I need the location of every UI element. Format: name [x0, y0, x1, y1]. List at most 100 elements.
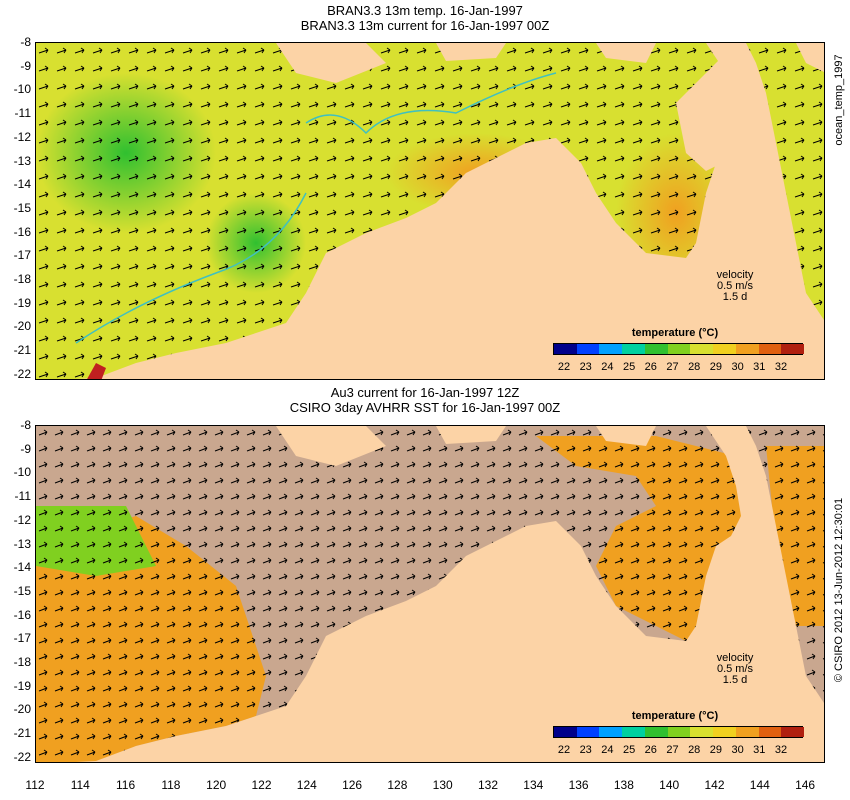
x-tick-label: 122	[251, 778, 272, 792]
colorbar-tick-label: 28	[688, 361, 701, 373]
y-tick-label: -18	[13, 272, 31, 286]
australia-landmass	[76, 43, 824, 379]
new-guinea-coast	[596, 43, 656, 63]
velocity-time: 1.5 d	[722, 291, 748, 303]
y-tick-label: -11	[14, 489, 31, 504]
colorbar-tick-label: 24	[601, 361, 614, 373]
australia-landmass-2	[76, 426, 824, 762]
colorbar-tick-label: 30	[731, 744, 744, 756]
panel-2-title: Au3 current for 16-Jan-1997 12Z	[330, 385, 520, 400]
colorbar-segment	[713, 344, 737, 354]
x-tick-label: 126	[342, 778, 363, 792]
y-tick-label: -9	[20, 58, 31, 73]
map-panel-bran	[35, 42, 825, 380]
y-tick-label: -12	[13, 512, 31, 527]
colorbar-title-1: temperature (°C)	[631, 327, 719, 339]
velocity-scale: 0.5 m/s	[716, 280, 754, 292]
x-tick-label: 112	[25, 778, 45, 792]
x-tick-label: 128	[387, 778, 408, 792]
colorbar-segment	[644, 344, 669, 354]
y-tick-label: -22	[13, 749, 31, 764]
cape-york-area	[676, 43, 751, 171]
colorbar-segment	[644, 727, 669, 737]
colorbar-segment	[758, 344, 782, 354]
x-tick-label: 120	[206, 778, 227, 792]
colorbar-1	[553, 343, 805, 355]
island-north-2	[436, 426, 506, 444]
x-tick-label: 138	[613, 778, 634, 792]
colorbar-tick-label: 28	[688, 744, 701, 756]
y-tick-label: -21	[13, 726, 31, 741]
timor-island-2	[276, 426, 386, 466]
colorbar-tick-label: 25	[622, 744, 636, 756]
colorbar-segment	[599, 344, 623, 354]
colorbar-segment	[781, 727, 805, 737]
colorbar-tick-label: 29	[709, 361, 723, 373]
colorbar-tick-label: 22	[557, 744, 571, 756]
timor-island	[276, 43, 386, 83]
y-tick-label: -17	[13, 248, 31, 263]
y-tick-label: -15	[13, 200, 31, 215]
colorbar-segment	[758, 727, 782, 737]
y-tick-label: -13	[13, 536, 31, 551]
x-tick-label: 140	[659, 778, 680, 792]
y-tick-label: -14	[13, 560, 31, 575]
y-tick-label: -16	[13, 224, 31, 239]
colorbar-segment	[735, 344, 760, 354]
colorbar-tick-label: 30	[731, 361, 744, 373]
map-canvas-sst	[36, 426, 824, 762]
x-tick-label: 136	[568, 778, 589, 792]
new-guinea-coast-2	[596, 426, 656, 446]
y-tick-label: -17	[13, 631, 31, 646]
y-tick-label: -8	[20, 418, 31, 432]
colorbar-segment	[667, 727, 691, 737]
y-tick-label: -13	[13, 153, 31, 168]
colorbar-title-2: temperature (°C)	[631, 710, 719, 722]
velocity-scale-2: 0.5 m/s	[716, 663, 754, 675]
y-tick-label: -20	[13, 702, 31, 717]
panel-1-title: BRAN3.3 13m temp. 16-Jan-1997	[327, 3, 523, 18]
y-tick-label: -9	[20, 441, 31, 456]
x-tick-label: 142	[704, 778, 725, 792]
velocity-time-2: 1.5 d	[722, 674, 748, 686]
colorbar-segment	[599, 727, 623, 737]
velocity-label-2: velocity	[716, 652, 754, 664]
colorbar-segment	[690, 727, 714, 737]
colorbar-tick-label: 27	[666, 744, 679, 756]
y-tick-label: -10	[13, 465, 31, 480]
side-label-copyright: © CSIRO 2012 13-Jun-2012 12:30:01	[833, 497, 845, 683]
side-label-top: ocean_temp_1997	[833, 54, 845, 146]
y-tick-label: -22	[13, 366, 31, 381]
x-tick-label: 146	[795, 778, 816, 792]
colorbar-tick-label: 31	[753, 361, 766, 373]
colorbar-tick-label: 25	[622, 361, 636, 373]
y-tick-label: -12	[13, 129, 31, 144]
y-tick-label: -19	[13, 678, 31, 693]
colorbar-tick-label: 32	[774, 361, 788, 373]
velocity-label: velocity	[716, 269, 754, 281]
colorbar-tick-label: 27	[666, 361, 679, 373]
colorbar-2	[553, 726, 805, 738]
panel-1-subtitle: BRAN3.3 13m current for 16-Jan-1997 00Z	[300, 18, 550, 33]
y-tick-label: -11	[14, 106, 31, 121]
x-tick-label: 134	[523, 778, 544, 792]
colorbar-segment	[690, 344, 714, 354]
x-tick-label: 116	[116, 778, 136, 792]
y-tick-label: -10	[13, 82, 31, 97]
colorbar-segment	[735, 727, 760, 737]
colorbar-segment	[667, 344, 691, 354]
colorbar-tick-label: 32	[774, 744, 788, 756]
x-tick-label: 114	[70, 778, 90, 792]
map-canvas-bran	[36, 43, 824, 379]
panel-2-subtitle: CSIRO 3day AVHRR SST for 16-Jan-1997 00Z	[289, 400, 561, 415]
x-tick-label: 132	[477, 778, 499, 792]
x-tick-label: 124	[296, 778, 317, 792]
y-tick-label: -20	[13, 319, 31, 334]
x-tick-label: 118	[161, 778, 181, 792]
colorbar-segment	[622, 344, 646, 354]
colorbar-segment	[554, 344, 578, 354]
velocity-legend-2: velocity 0.5 m/s 1.5 d	[700, 653, 770, 686]
y-tick-label: -16	[13, 607, 31, 622]
colorbar-tick-label: 26	[644, 361, 657, 373]
colorbar-segment	[781, 344, 805, 354]
